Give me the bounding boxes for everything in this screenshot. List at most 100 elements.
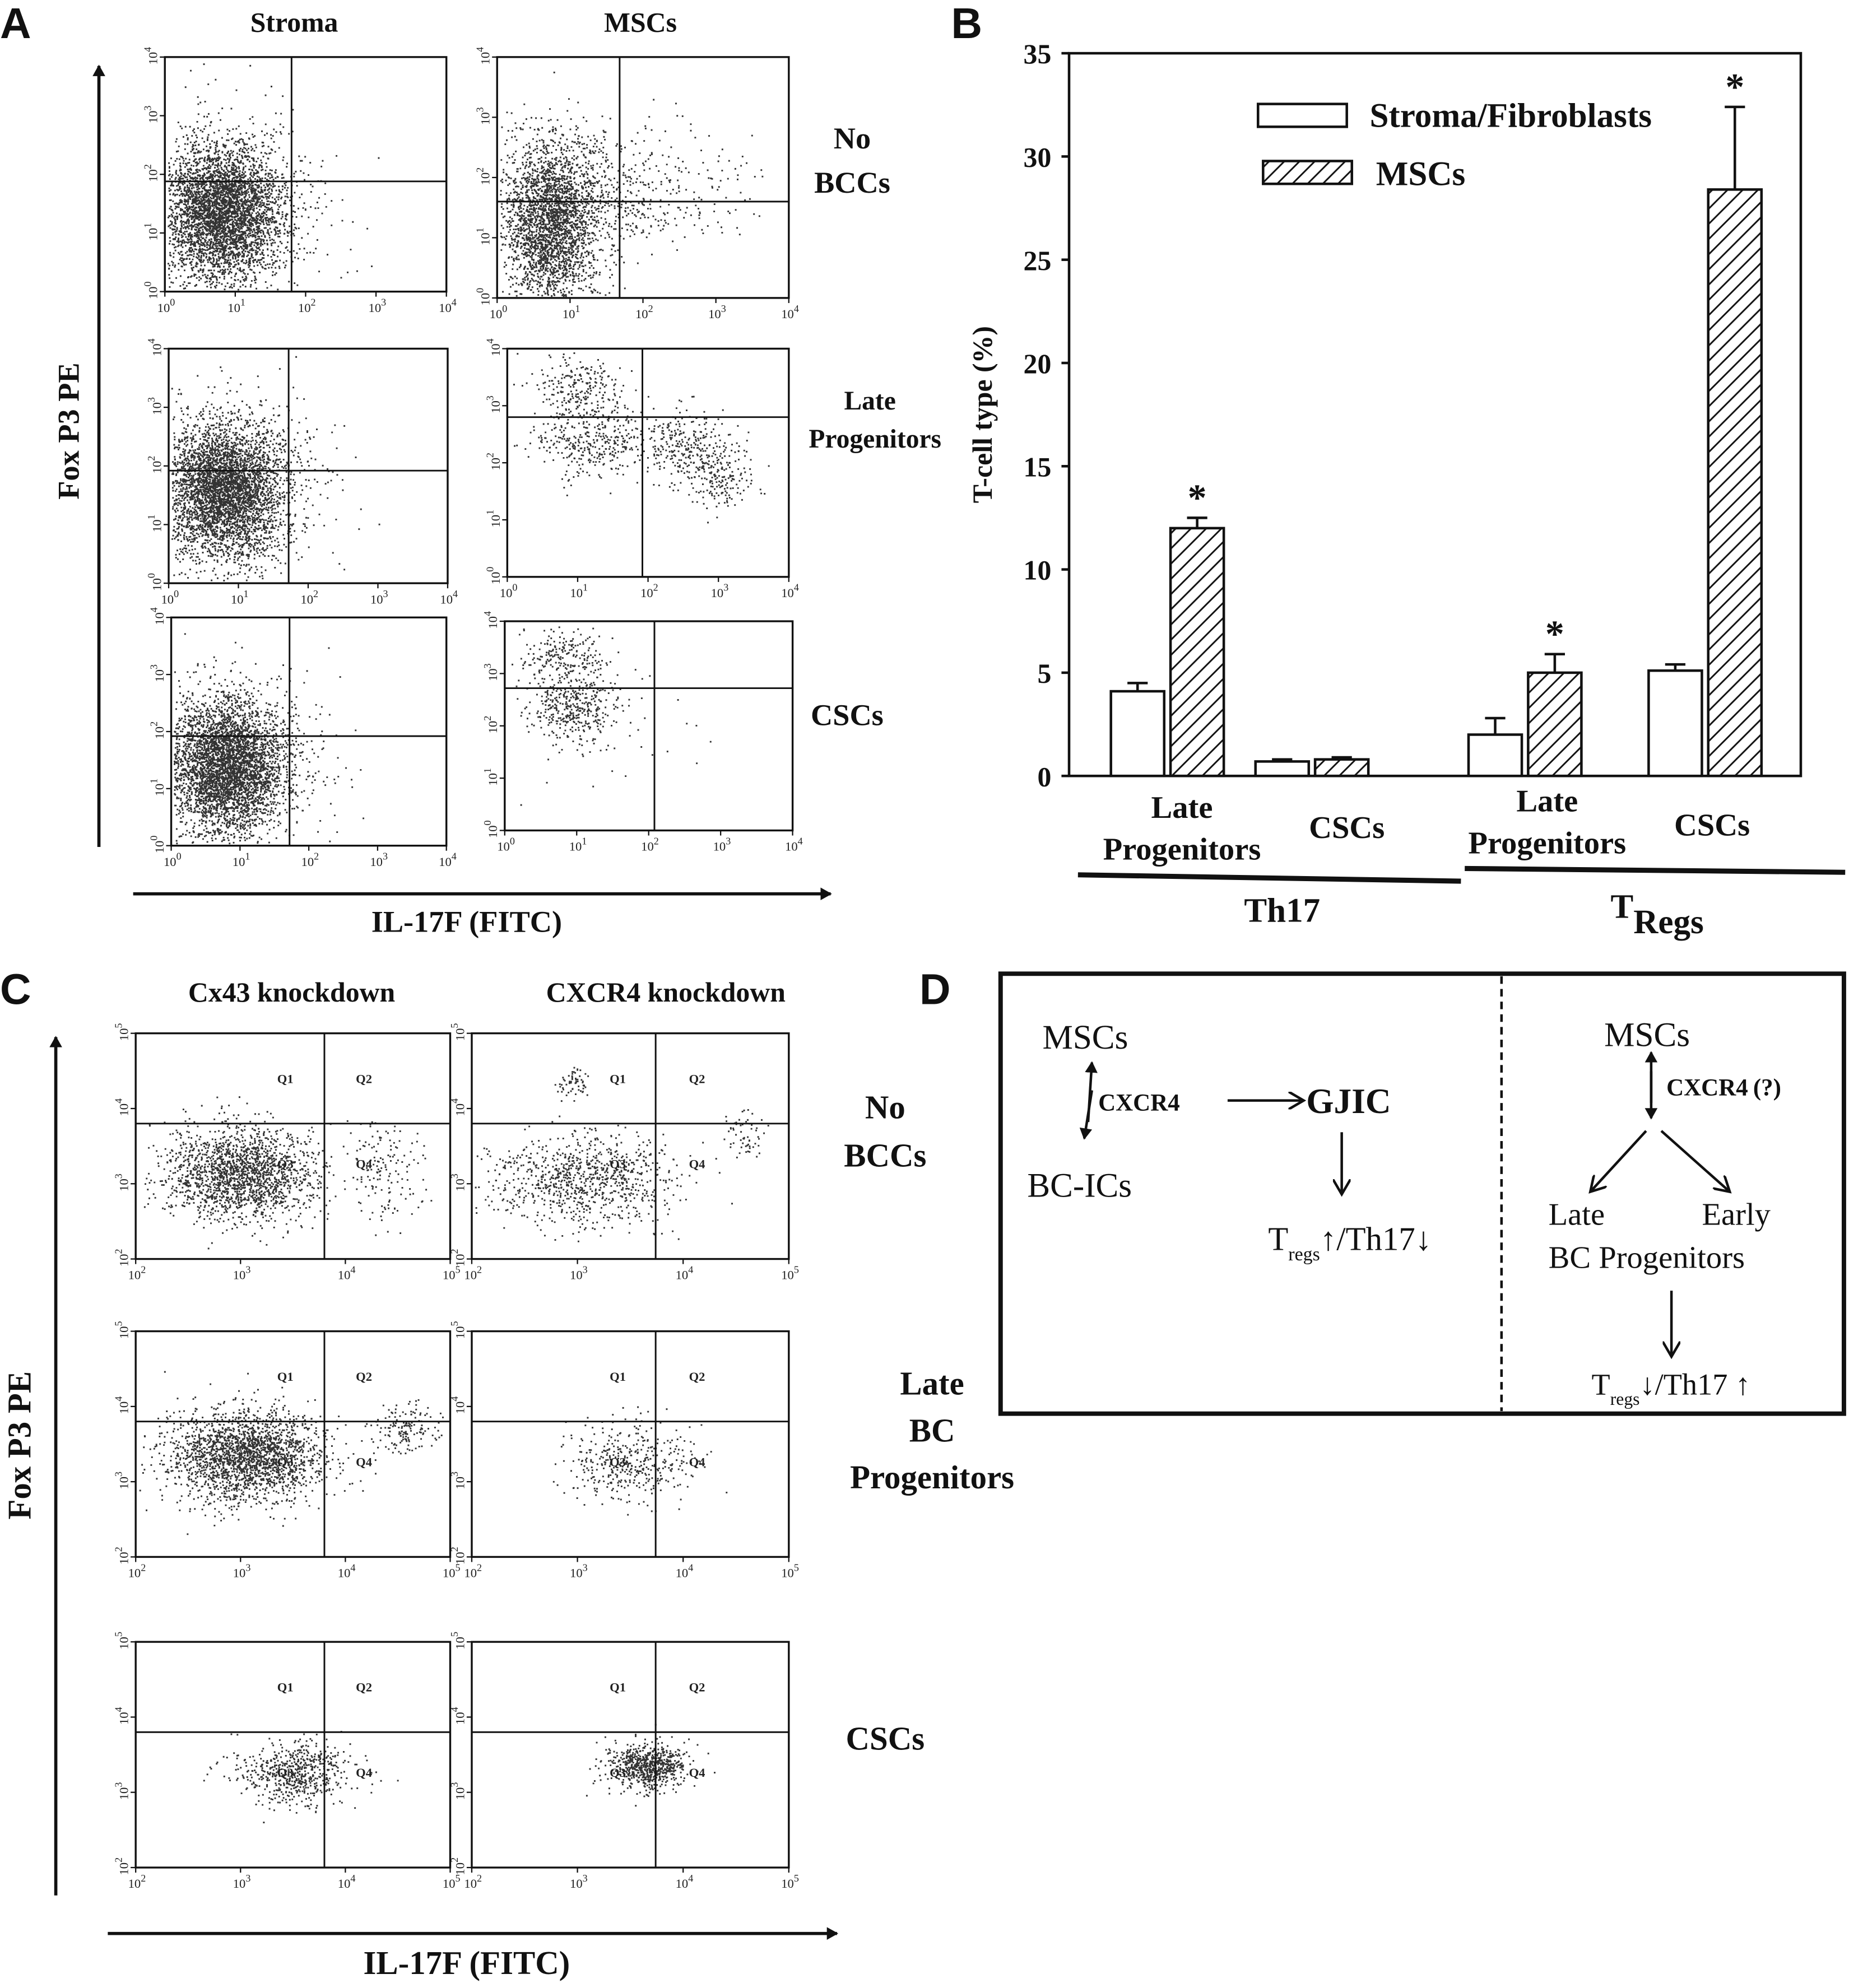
- x-tick-label: 104: [338, 1873, 356, 1891]
- x-tick-label: 103: [233, 1264, 251, 1282]
- row-label-cscs-c: CSCs: [846, 1720, 925, 1757]
- y-tick-label: 104: [142, 47, 160, 65]
- x-tick-label: 103: [233, 1562, 251, 1580]
- x-tick-label: 102: [641, 835, 659, 853]
- y-tick-label: 102: [449, 1249, 467, 1267]
- y-tick-label: 100: [482, 820, 500, 838]
- row-label-late-progenitors: Late Progenitors: [809, 387, 941, 454]
- scatter-dots: [174, 633, 365, 845]
- plot-frame: [134, 1330, 452, 1558]
- y-tick-label: 104: [449, 1098, 467, 1116]
- plot-frame: [471, 1330, 790, 1558]
- x-tick-label: 104: [338, 1562, 356, 1580]
- legend-label-mscs: MSCs: [1376, 155, 1466, 193]
- x-axis-label-c: IL-17F (FITC): [364, 1945, 570, 1981]
- y-tick-label: 10: [1024, 555, 1052, 586]
- y-tick-label: 102: [449, 1547, 467, 1565]
- x-tick-label: 105: [443, 1562, 461, 1580]
- y-tick-label: 102: [113, 1857, 131, 1875]
- category-label: CSCs: [1309, 811, 1385, 845]
- plot-frame: [134, 1032, 452, 1260]
- scatter-dots: [500, 71, 764, 297]
- quadrant-label-q1: Q1: [610, 1370, 626, 1384]
- x-tick-label: 103: [711, 582, 729, 600]
- y-tick-label: 103: [449, 1472, 467, 1489]
- y-tick-label: 105: [113, 1023, 131, 1041]
- y-tick-label: 104: [113, 1707, 131, 1725]
- y-tick-label: 30: [1024, 142, 1052, 173]
- y-tick-label: 104: [113, 1396, 131, 1414]
- double-arrow-down: [1079, 1090, 1094, 1140]
- x-tick-label: 105: [781, 1562, 799, 1580]
- x-tick-label: 104: [676, 1562, 694, 1580]
- y-tick-label: 102: [142, 164, 160, 182]
- y-tick-label: 102: [474, 167, 492, 185]
- panel-letter-b: B: [951, 0, 983, 48]
- x-tick-label: 101: [563, 303, 580, 321]
- y-tick-label: 102: [113, 1547, 131, 1565]
- category-label: Late Progenitors: [1103, 790, 1261, 867]
- x-tick-label: 103: [370, 851, 388, 869]
- right-late: Late: [1549, 1197, 1605, 1232]
- panel-d-diagram: MSCs CXCR4 GJIC BC-ICs Tregs↑/Th17↓ MSCs…: [998, 971, 1846, 1416]
- y-tick-label: 103: [474, 107, 492, 125]
- x-tick-label: 104: [439, 296, 457, 314]
- x-tick-label: 103: [369, 296, 387, 314]
- quadrant-label-q1: Q1: [610, 1072, 626, 1086]
- x-tick-label: 104: [785, 835, 803, 853]
- quadrant-label-q4: Q4: [689, 1455, 705, 1469]
- diagram-frame: [998, 971, 1846, 1416]
- y-tick-label: 103: [146, 397, 164, 415]
- x-tick-label: 101: [231, 588, 249, 606]
- y-tick-label: 102: [482, 716, 500, 734]
- x-tick-label: 102: [635, 303, 653, 321]
- y-tick-label: 105: [449, 1321, 467, 1339]
- error-bar: [1665, 663, 1686, 671]
- x-tick-label: 105: [781, 1873, 799, 1891]
- y-tick-label: 15: [1024, 451, 1052, 482]
- y-tick-label: 35: [1024, 39, 1052, 69]
- quadrant-label-q1: Q1: [277, 1072, 294, 1086]
- y-tick-label: 103: [148, 664, 166, 682]
- quadrant-label-q2: Q2: [689, 1370, 705, 1384]
- x-tick-label: 102: [640, 582, 658, 600]
- right-mscs: MSCs: [1604, 1016, 1690, 1054]
- y-tick-label: 105: [449, 1632, 467, 1650]
- y-tick-label: 103: [113, 1782, 131, 1800]
- left-cxcr4: CXCR4: [1098, 1090, 1180, 1116]
- x-tick-label: 103: [233, 1873, 251, 1891]
- y-tick-label: 104: [484, 338, 502, 356]
- x-tick-label: 102: [128, 1264, 146, 1282]
- y-axis-label: T-cell type (%): [967, 326, 998, 503]
- right-bc-progenitors: BC Progenitors: [1549, 1240, 1745, 1275]
- quadrant-label-q2: Q2: [689, 1072, 705, 1086]
- bar-stroma: [1647, 669, 1703, 777]
- y-tick-label: 104: [146, 338, 164, 356]
- y-tick-label: 5: [1037, 658, 1051, 689]
- col-header-mscs: MSCs: [604, 7, 677, 38]
- quadrant-label-q2: Q2: [689, 1680, 705, 1694]
- y-tick-label: 103: [113, 1174, 131, 1191]
- error-bar: [1127, 682, 1148, 692]
- y-tick-label: 101: [146, 514, 164, 532]
- x-tick-label: 102: [464, 1562, 482, 1580]
- y-tick-label: 102: [146, 456, 164, 474]
- x-tick-label: 101: [570, 582, 588, 600]
- quadrant-label-q2: Q2: [356, 1680, 372, 1694]
- y-tick-label: 104: [482, 611, 500, 629]
- bar-mscs: [1527, 671, 1583, 777]
- left-result: Tregs↑/Th17↓: [1268, 1221, 1432, 1265]
- x-tick-label: 103: [713, 835, 731, 853]
- col-header-cx43: Cx43 knockdown: [188, 977, 395, 1008]
